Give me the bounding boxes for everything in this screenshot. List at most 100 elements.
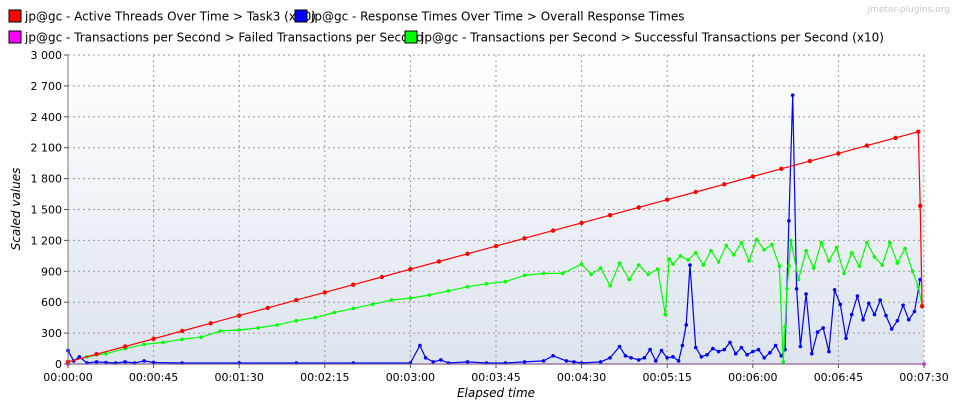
data-point bbox=[794, 287, 799, 291]
data-point bbox=[836, 151, 841, 156]
y-tick-label: 600 bbox=[41, 296, 62, 309]
data-point bbox=[819, 240, 824, 245]
data-point bbox=[804, 292, 808, 296]
y-tick-label: 300 bbox=[41, 327, 62, 340]
data-point bbox=[678, 254, 683, 258]
data-point bbox=[907, 317, 911, 322]
data-point bbox=[861, 317, 865, 322]
data-point bbox=[351, 282, 356, 287]
data-point bbox=[104, 360, 108, 365]
data-point bbox=[642, 356, 647, 360]
data-point bbox=[608, 356, 612, 360]
data-point bbox=[751, 349, 755, 354]
data-point bbox=[598, 360, 603, 364]
data-point bbox=[750, 174, 755, 179]
data-point bbox=[142, 359, 146, 363]
data-point bbox=[77, 355, 82, 359]
data-point bbox=[151, 360, 156, 365]
data-point bbox=[798, 344, 803, 349]
data-point bbox=[855, 294, 860, 298]
data-point bbox=[804, 248, 808, 253]
data-point bbox=[142, 342, 146, 347]
data-point bbox=[265, 305, 270, 311]
data-point bbox=[716, 260, 721, 264]
y-tick-label: 3 000 bbox=[31, 49, 63, 62]
data-point bbox=[408, 267, 413, 272]
data-point bbox=[810, 351, 814, 356]
data-point bbox=[783, 325, 787, 329]
data-point bbox=[564, 359, 569, 363]
data-point bbox=[864, 143, 870, 148]
data-point bbox=[768, 350, 772, 355]
data-point bbox=[94, 360, 99, 364]
data-point bbox=[294, 297, 299, 303]
data-point bbox=[709, 248, 713, 253]
data-point bbox=[789, 238, 793, 243]
data-point bbox=[629, 356, 633, 360]
data-point bbox=[699, 355, 704, 359]
x-tick-label: 00:03:45 bbox=[471, 371, 520, 384]
data-point bbox=[857, 264, 862, 268]
data-point bbox=[667, 257, 671, 261]
legend-label-response-times: jp@gc - Response Times Over Time > Overa… bbox=[310, 10, 685, 24]
data-point bbox=[199, 335, 203, 340]
data-point bbox=[94, 352, 99, 357]
legend-swatch-response-times bbox=[294, 9, 308, 23]
legend: jp@gc - Active Threads Over Time > Task3… bbox=[8, 9, 884, 45]
data-point bbox=[663, 312, 668, 317]
data-point bbox=[522, 236, 527, 241]
x-tick-label: 00:07:30 bbox=[899, 371, 948, 384]
data-point bbox=[646, 272, 650, 277]
x-tick-label: 00:00:45 bbox=[129, 371, 178, 384]
data-point bbox=[880, 263, 884, 267]
data-point bbox=[739, 240, 744, 245]
data-point bbox=[878, 298, 882, 302]
legend-entry-response-times: jp@gc - Response Times Over Time > Overa… bbox=[294, 9, 685, 24]
data-point bbox=[684, 323, 688, 327]
data-point bbox=[705, 352, 709, 357]
data-point bbox=[322, 290, 327, 295]
data-point bbox=[541, 359, 546, 363]
data-point bbox=[716, 349, 721, 354]
data-point bbox=[910, 269, 915, 274]
data-point bbox=[872, 312, 877, 317]
x-tick-label: 00:06:45 bbox=[814, 371, 863, 384]
legend-entry-successful-transactions: jp@gc - Transactions per Second > Succes… bbox=[404, 30, 884, 45]
data-point bbox=[665, 356, 669, 360]
data-point bbox=[465, 251, 470, 256]
data-point bbox=[762, 356, 766, 360]
data-point bbox=[790, 93, 795, 97]
data-point bbox=[747, 259, 751, 263]
legend-label-failed-transactions: jp@gc - Transactions per Second > Failed… bbox=[24, 31, 424, 45]
data-point bbox=[465, 360, 470, 364]
data-point bbox=[903, 246, 907, 251]
data-point bbox=[427, 293, 432, 297]
data-point bbox=[389, 298, 394, 302]
data-point bbox=[680, 343, 685, 348]
data-point bbox=[439, 358, 443, 362]
data-point bbox=[688, 263, 692, 267]
series-line bbox=[67, 94, 921, 364]
data-point bbox=[777, 264, 782, 268]
data-point bbox=[901, 303, 905, 308]
data-point bbox=[728, 340, 732, 345]
series-line bbox=[67, 238, 923, 363]
data-point bbox=[722, 182, 727, 187]
data-point bbox=[541, 271, 546, 276]
data-point bbox=[895, 318, 900, 323]
data-point bbox=[550, 228, 556, 233]
data-point bbox=[733, 351, 738, 356]
series-3 bbox=[66, 237, 924, 364]
data-point bbox=[256, 326, 261, 330]
data-point bbox=[773, 343, 778, 348]
data-point bbox=[787, 219, 791, 223]
data-point bbox=[648, 347, 652, 352]
data-point bbox=[151, 336, 156, 341]
data-point bbox=[351, 306, 356, 311]
data-point bbox=[770, 242, 774, 247]
grid-lines bbox=[68, 54, 925, 364]
data-point bbox=[912, 309, 917, 314]
data-point bbox=[617, 344, 622, 349]
watermark-text: jmeter-plugins.org bbox=[867, 5, 950, 15]
data-point bbox=[676, 359, 681, 363]
